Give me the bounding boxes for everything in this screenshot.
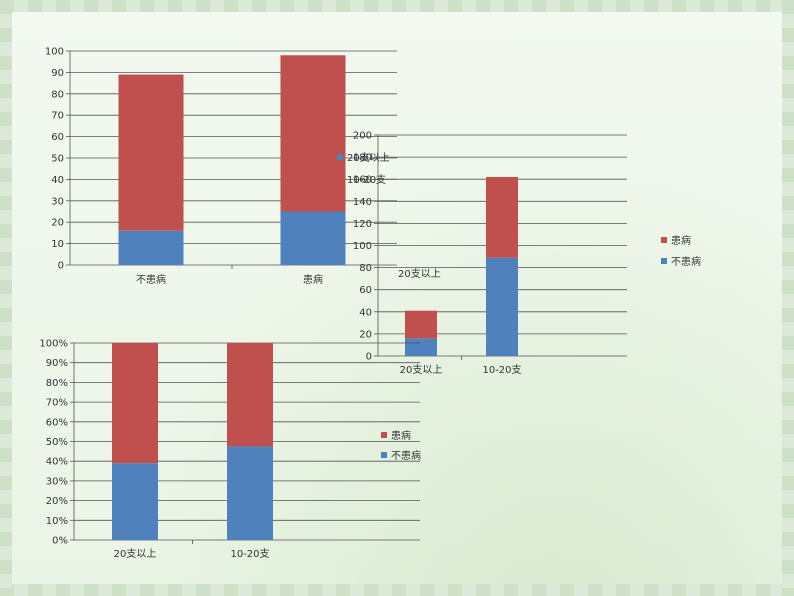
y-tick-label: 40% bbox=[46, 457, 68, 468]
y-tick-label: 80 bbox=[51, 89, 64, 100]
legend-label: 不患病 bbox=[671, 255, 701, 268]
bar-segment bbox=[118, 230, 184, 265]
y-tick-label: 30 bbox=[51, 196, 64, 207]
y-tick-label: 120 bbox=[353, 219, 372, 230]
overlay-category-label: 20支以上 bbox=[398, 268, 441, 280]
y-tick-label: 60 bbox=[359, 285, 372, 296]
decorative-border-left bbox=[0, 0, 12, 596]
y-tick-label: 0 bbox=[366, 352, 372, 363]
y-tick-label: 60% bbox=[46, 417, 68, 428]
y-tick-label: 70% bbox=[46, 398, 68, 409]
x-category-label: 患病 bbox=[303, 273, 323, 286]
bar-segment bbox=[486, 176, 518, 258]
bar-segment bbox=[227, 343, 273, 447]
legend-label: 不患病 bbox=[391, 449, 421, 462]
decorative-border-top bbox=[0, 0, 794, 12]
x-category-label: 不患病 bbox=[136, 273, 166, 286]
bar-segment bbox=[280, 211, 346, 265]
y-tick-label: 80 bbox=[359, 263, 372, 274]
bar-segment bbox=[280, 55, 346, 212]
bar-segment bbox=[227, 446, 273, 540]
bar-segment bbox=[486, 257, 518, 356]
bar-segment bbox=[112, 463, 158, 540]
legend-label: 20支以上 bbox=[347, 152, 390, 164]
legend-label: 患病 bbox=[671, 234, 691, 247]
bar-segment bbox=[405, 338, 437, 356]
legend-swatch bbox=[381, 452, 387, 458]
y-tick-label: 70 bbox=[51, 111, 64, 122]
x-category-label: 10-20支 bbox=[230, 548, 269, 560]
x-category-label: 10-20支 bbox=[482, 364, 521, 376]
y-tick-label: 40 bbox=[51, 175, 64, 186]
y-tick-label: 40 bbox=[359, 307, 372, 318]
y-tick-label: 20 bbox=[359, 329, 372, 340]
x-category-label: 20支以上 bbox=[400, 364, 443, 376]
legend-swatch bbox=[661, 237, 667, 243]
y-tick-label: 0 bbox=[58, 261, 64, 272]
bar-segment bbox=[405, 310, 437, 339]
bar-segment bbox=[118, 74, 184, 231]
y-tick-label: 20% bbox=[46, 496, 68, 507]
y-tick-label: 60 bbox=[51, 132, 64, 143]
legend-swatch bbox=[661, 258, 667, 264]
y-tick-label: 80% bbox=[46, 378, 68, 389]
y-tick-label: 50% bbox=[46, 437, 68, 448]
decorative-border-right bbox=[782, 0, 794, 596]
y-tick-label: 160 bbox=[353, 175, 372, 186]
y-tick-label: 100 bbox=[45, 47, 64, 58]
y-tick-label: 90% bbox=[46, 358, 68, 369]
decorative-border-bottom bbox=[0, 584, 794, 596]
y-tick-label: 100 bbox=[353, 241, 372, 252]
y-tick-label: 200 bbox=[353, 131, 372, 142]
y-tick-label: 140 bbox=[353, 197, 372, 208]
legend-label: 患病 bbox=[391, 429, 411, 442]
y-tick-label: 0% bbox=[52, 536, 68, 547]
y-tick-label: 20 bbox=[51, 218, 64, 229]
bar-segment bbox=[112, 343, 158, 464]
legend-label: 10-20支 bbox=[347, 174, 386, 186]
y-tick-label: 50 bbox=[51, 154, 64, 165]
y-tick-label: 10 bbox=[51, 239, 64, 250]
legend-swatch bbox=[337, 154, 343, 160]
y-tick-label: 30% bbox=[46, 476, 68, 487]
y-tick-label: 100% bbox=[39, 339, 68, 350]
y-tick-label: 10% bbox=[46, 516, 68, 527]
x-category-label: 20支以上 bbox=[114, 548, 157, 560]
y-tick-label: 180 bbox=[353, 153, 372, 164]
legend-swatch bbox=[381, 432, 387, 438]
y-tick-label: 90 bbox=[51, 68, 64, 79]
